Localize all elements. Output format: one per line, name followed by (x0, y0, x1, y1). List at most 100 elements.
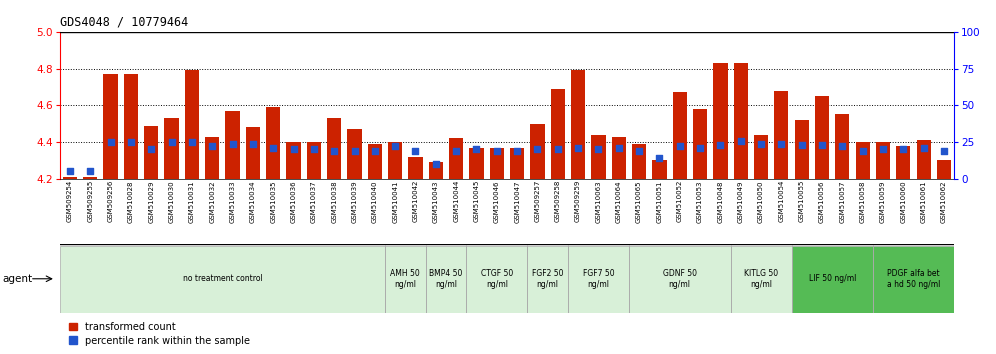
Bar (104, 74, 118, 179)
Bar (469, 148, 484, 179)
Bar (792, 246, 872, 313)
Text: GSM510049: GSM510049 (738, 180, 744, 223)
Text: GSM510028: GSM510028 (127, 180, 133, 223)
Bar (266, 107, 280, 179)
Bar (63, 177, 77, 179)
Point (224, 141, 240, 146)
Point (143, 147, 159, 152)
Text: GSM510038: GSM510038 (332, 180, 338, 223)
Text: GSM510042: GSM510042 (412, 180, 418, 222)
Text: GSM509258: GSM509258 (555, 180, 561, 222)
Bar (385, 246, 425, 313)
Point (550, 147, 566, 152)
Bar (836, 114, 850, 179)
Text: GSM510035: GSM510035 (270, 180, 276, 223)
Bar (225, 111, 240, 179)
Point (774, 141, 790, 146)
Bar (510, 148, 524, 179)
Bar (672, 92, 687, 179)
Text: GSM510045: GSM510045 (473, 180, 479, 222)
Bar (612, 137, 625, 179)
Bar (754, 135, 768, 179)
Bar (246, 127, 260, 179)
Bar (571, 70, 586, 179)
Text: LIF 50 ng/ml: LIF 50 ng/ml (809, 274, 856, 283)
Bar (124, 74, 138, 179)
Point (712, 142, 728, 148)
Bar (632, 144, 646, 179)
Point (245, 141, 261, 146)
Point (327, 148, 343, 154)
Point (936, 148, 952, 154)
Text: KITLG 50
ng/ml: KITLG 50 ng/ml (744, 269, 778, 289)
Bar (164, 118, 178, 179)
Text: GSM509257: GSM509257 (535, 180, 541, 222)
Text: GSM510053: GSM510053 (697, 180, 703, 223)
Text: GSM509259: GSM509259 (575, 180, 581, 222)
Point (163, 139, 179, 145)
Point (692, 145, 708, 151)
Text: GSM510055: GSM510055 (799, 180, 805, 222)
Point (855, 148, 871, 154)
Point (265, 145, 281, 151)
Point (306, 147, 322, 152)
Text: agent: agent (2, 274, 32, 284)
Bar (287, 142, 301, 179)
Bar (530, 124, 545, 179)
Bar (466, 246, 527, 313)
Point (62, 169, 78, 174)
Text: GSM510040: GSM510040 (372, 180, 377, 223)
Point (835, 144, 851, 149)
Bar (875, 142, 890, 179)
Bar (693, 109, 707, 179)
Text: GSM510036: GSM510036 (291, 180, 297, 223)
Point (407, 148, 423, 154)
Text: GSM510029: GSM510029 (148, 180, 154, 223)
Point (387, 144, 403, 149)
Text: GSM510054: GSM510054 (779, 180, 785, 222)
Point (530, 147, 546, 152)
Point (83, 169, 99, 174)
Bar (205, 137, 219, 179)
Text: GSM510048: GSM510048 (717, 180, 723, 223)
Point (671, 144, 687, 149)
Text: GSM510032: GSM510032 (209, 180, 215, 223)
Text: GSM510058: GSM510058 (860, 180, 866, 223)
Point (794, 142, 810, 148)
Point (468, 147, 484, 152)
Text: GSM510030: GSM510030 (168, 180, 174, 223)
Point (814, 142, 830, 148)
Bar (428, 162, 443, 179)
Text: GSM510050: GSM510050 (758, 180, 764, 223)
Point (123, 139, 138, 145)
Bar (83, 177, 98, 179)
Text: GSM510051: GSM510051 (656, 180, 662, 223)
Text: GSM510060: GSM510060 (900, 180, 906, 223)
Bar (713, 63, 727, 179)
Text: GSM510061: GSM510061 (920, 180, 926, 223)
Bar (734, 63, 748, 179)
Bar (144, 126, 158, 179)
Text: GSM510057: GSM510057 (840, 180, 846, 223)
Bar (896, 146, 910, 179)
Point (733, 138, 749, 143)
Point (611, 145, 626, 151)
Bar (774, 91, 789, 179)
Bar (937, 160, 951, 179)
Text: AMH 50
ng/ml: AMH 50 ng/ml (390, 269, 420, 289)
Text: GSM509254: GSM509254 (67, 180, 73, 222)
Point (570, 145, 586, 151)
Bar (490, 148, 504, 179)
Point (875, 147, 891, 152)
Point (103, 139, 119, 145)
Point (489, 148, 505, 154)
Bar (327, 118, 342, 179)
Point (591, 147, 607, 152)
Text: GSM510052: GSM510052 (676, 180, 682, 222)
Bar (592, 135, 606, 179)
Text: GSM510039: GSM510039 (352, 180, 358, 223)
Text: GSM510043: GSM510043 (433, 180, 439, 223)
Text: CTGF 50
ng/ml: CTGF 50 ng/ml (481, 269, 513, 289)
Text: no treatment control: no treatment control (182, 274, 262, 283)
Text: FGF7 50
ng/ml: FGF7 50 ng/ml (583, 269, 615, 289)
